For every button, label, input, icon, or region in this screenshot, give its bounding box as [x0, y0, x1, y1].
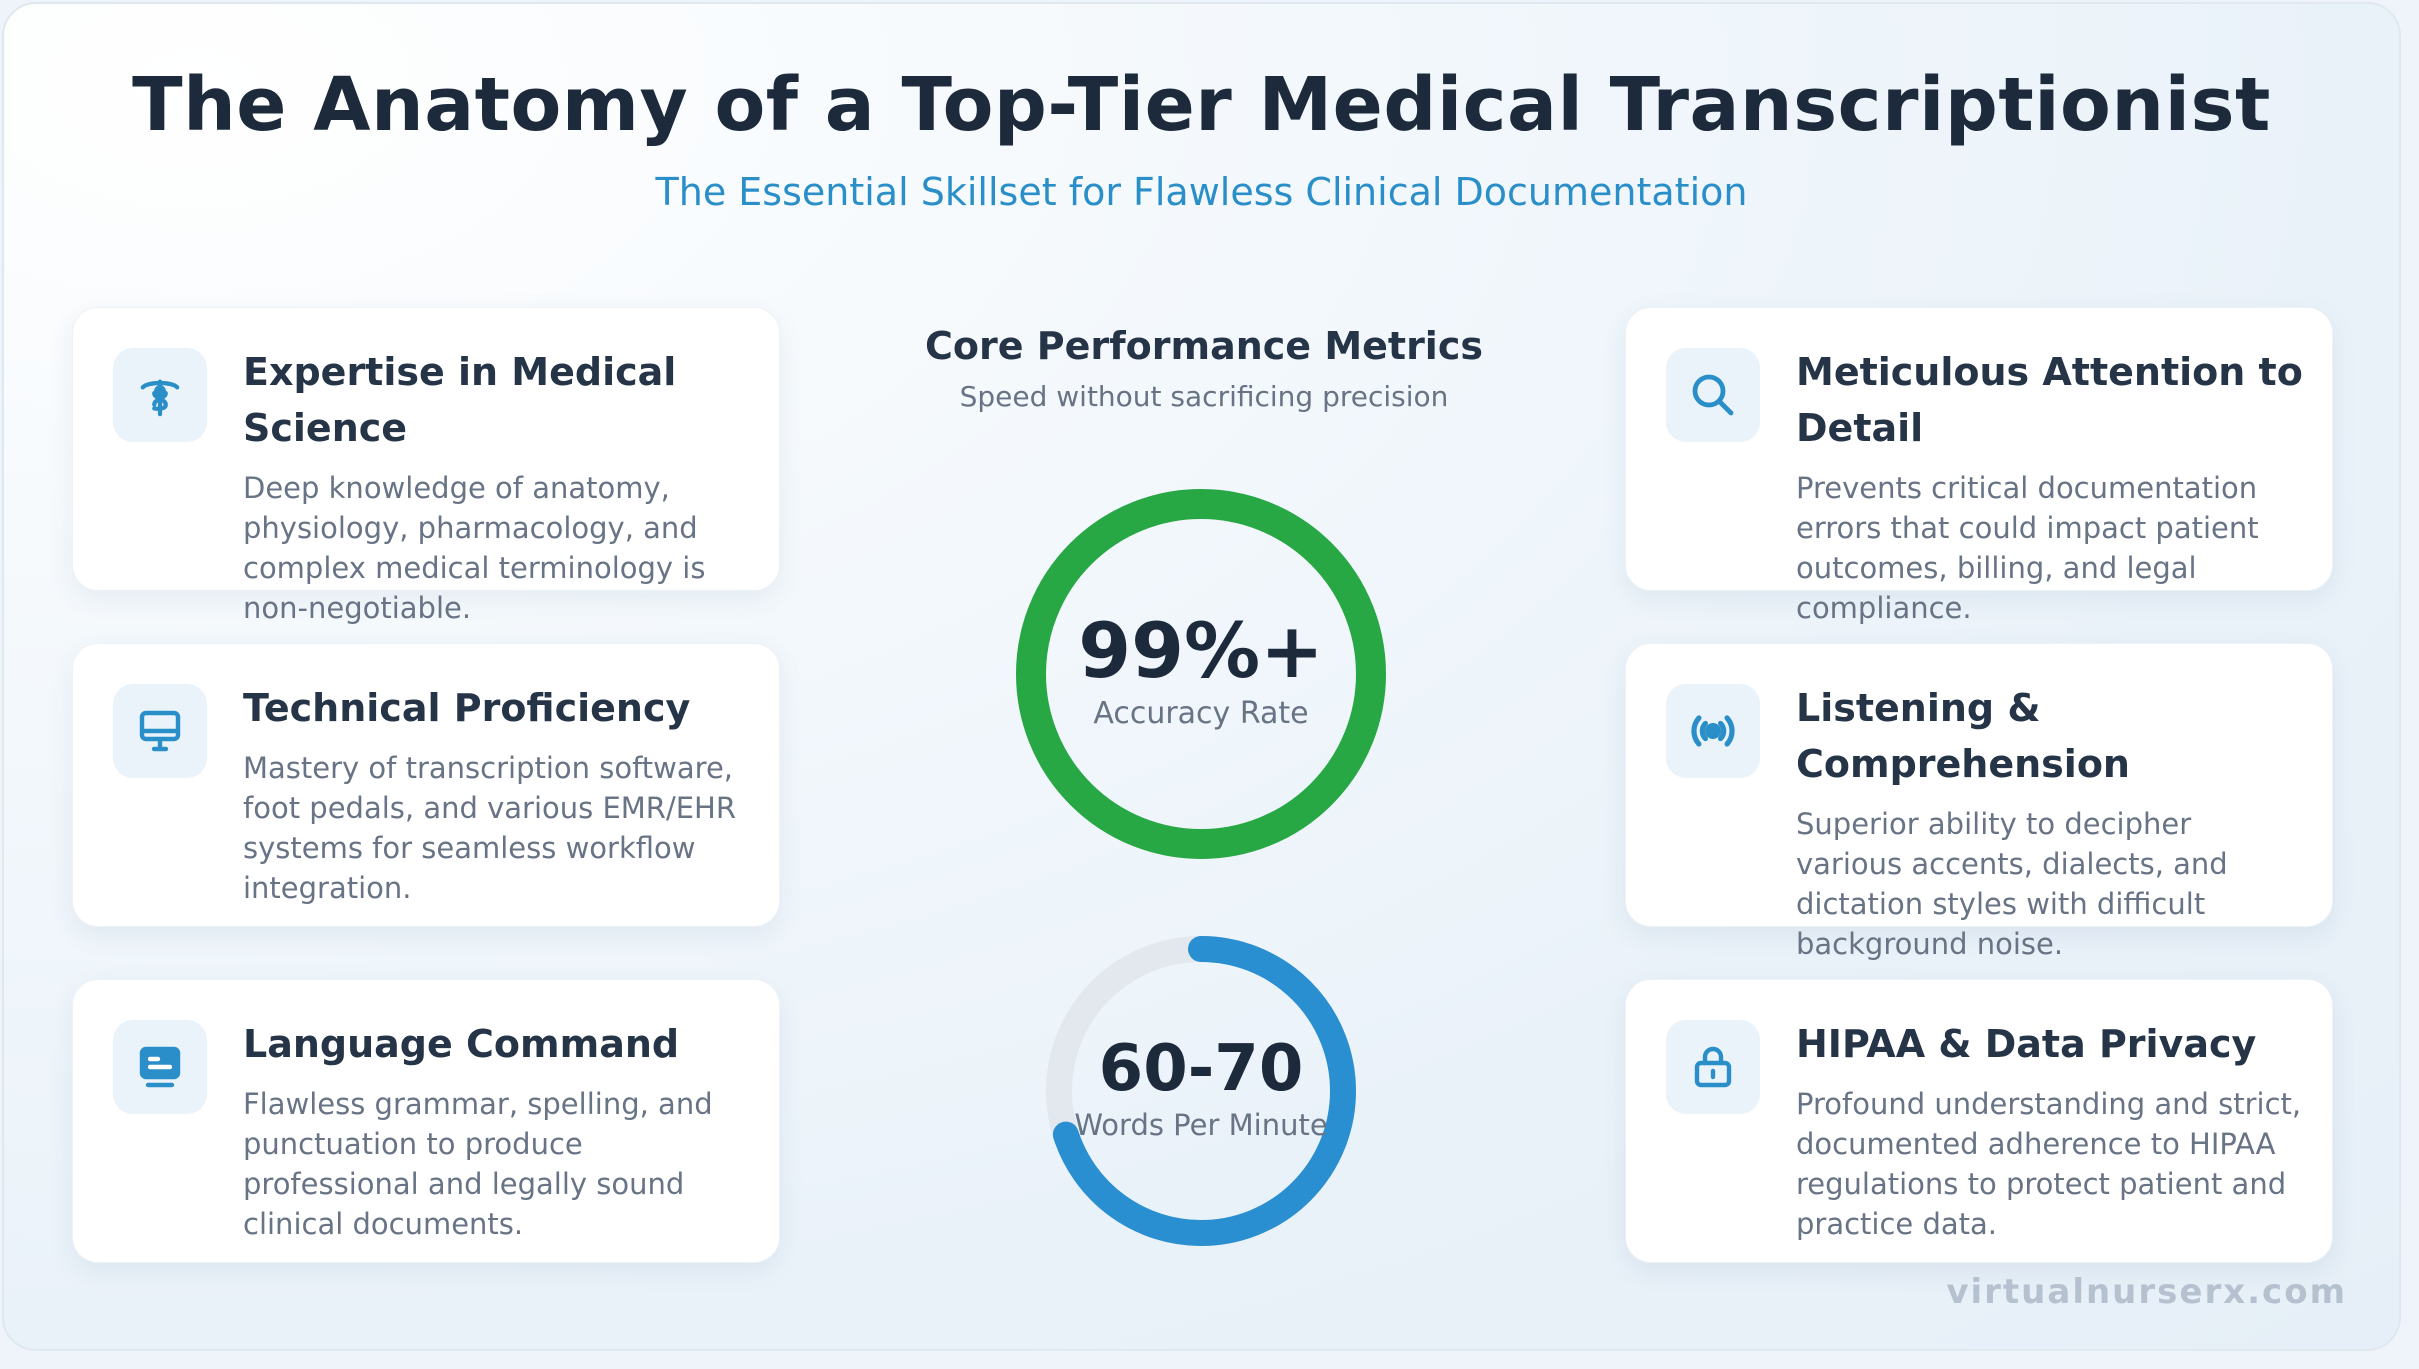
card-description: Mastery of transcription software, foot …: [243, 751, 736, 905]
search-icon: [1666, 348, 1760, 442]
card-title: Technical Proficiency: [243, 686, 691, 730]
card-listening-comprehension: Listening & Comprehension Superior abili…: [1625, 643, 2333, 961]
card-language-command: Language Command Flawless grammar, spell…: [72, 979, 780, 1263]
accuracy-value: 99%+: [1078, 606, 1324, 695]
accuracy-gauge-arc: [1016, 489, 1386, 859]
card-technical-proficiency: Technical Proficiency Mastery of transcr…: [72, 643, 780, 927]
card-title: Listening & Comprehension: [1796, 686, 2130, 786]
card-attention-to-detail: Meticulous Attention to Detail Prevents …: [1625, 307, 2333, 625]
card-description: Flawless grammar, spelling, and punctuat…: [243, 1087, 713, 1241]
document-screen-icon: [113, 1020, 207, 1114]
card-title: Expertise in Medical Science: [243, 350, 677, 450]
broadcast-icon: [1666, 684, 1760, 778]
card-description: Deep knowledge of anatomy, physiology, p…: [243, 471, 706, 625]
page-title: The Anatomy of a Top-Tier Medical Transc…: [132, 62, 2271, 148]
watermark: virtualnurserx.com: [1946, 1272, 2347, 1312]
speed-label: Words Per Minute: [1074, 1108, 1328, 1142]
card-title: Meticulous Attention to Detail: [1796, 350, 2303, 450]
monitor-icon: [113, 684, 207, 778]
caduceus-icon: [113, 348, 207, 442]
card-hipaa-data-privacy: HIPAA & Data Privacy Profound understand…: [1625, 979, 2333, 1263]
card-title: HIPAA & Data Privacy: [1796, 1022, 2257, 1066]
card-title: Language Command: [243, 1022, 680, 1066]
metrics-subtitle: Speed without sacrificing precision: [959, 380, 1449, 413]
page-subtitle: The Essential Skillset for Flawless Clin…: [655, 170, 1748, 214]
card-description: Superior ability to decipher various acc…: [1796, 807, 2228, 961]
speed-gauge-arc: [1046, 936, 1356, 1246]
accuracy-label: Accuracy Rate: [1093, 696, 1309, 731]
metrics-gauges: [1016, 489, 1386, 1246]
card-medical-science: Expertise in Medical Science Deep knowle…: [72, 307, 780, 625]
metrics-title: Core Performance Metrics: [925, 324, 1483, 368]
speed-value: 60-70: [1098, 1032, 1304, 1106]
infographic-frame: The Anatomy of a Top-Tier Medical Transc…: [2, 2, 2401, 1351]
card-description: Profound understanding and strict, docum…: [1796, 1087, 2302, 1241]
card-description: Prevents critical documentation errors t…: [1796, 471, 2259, 625]
lock-icon: [1666, 1020, 1760, 1114]
